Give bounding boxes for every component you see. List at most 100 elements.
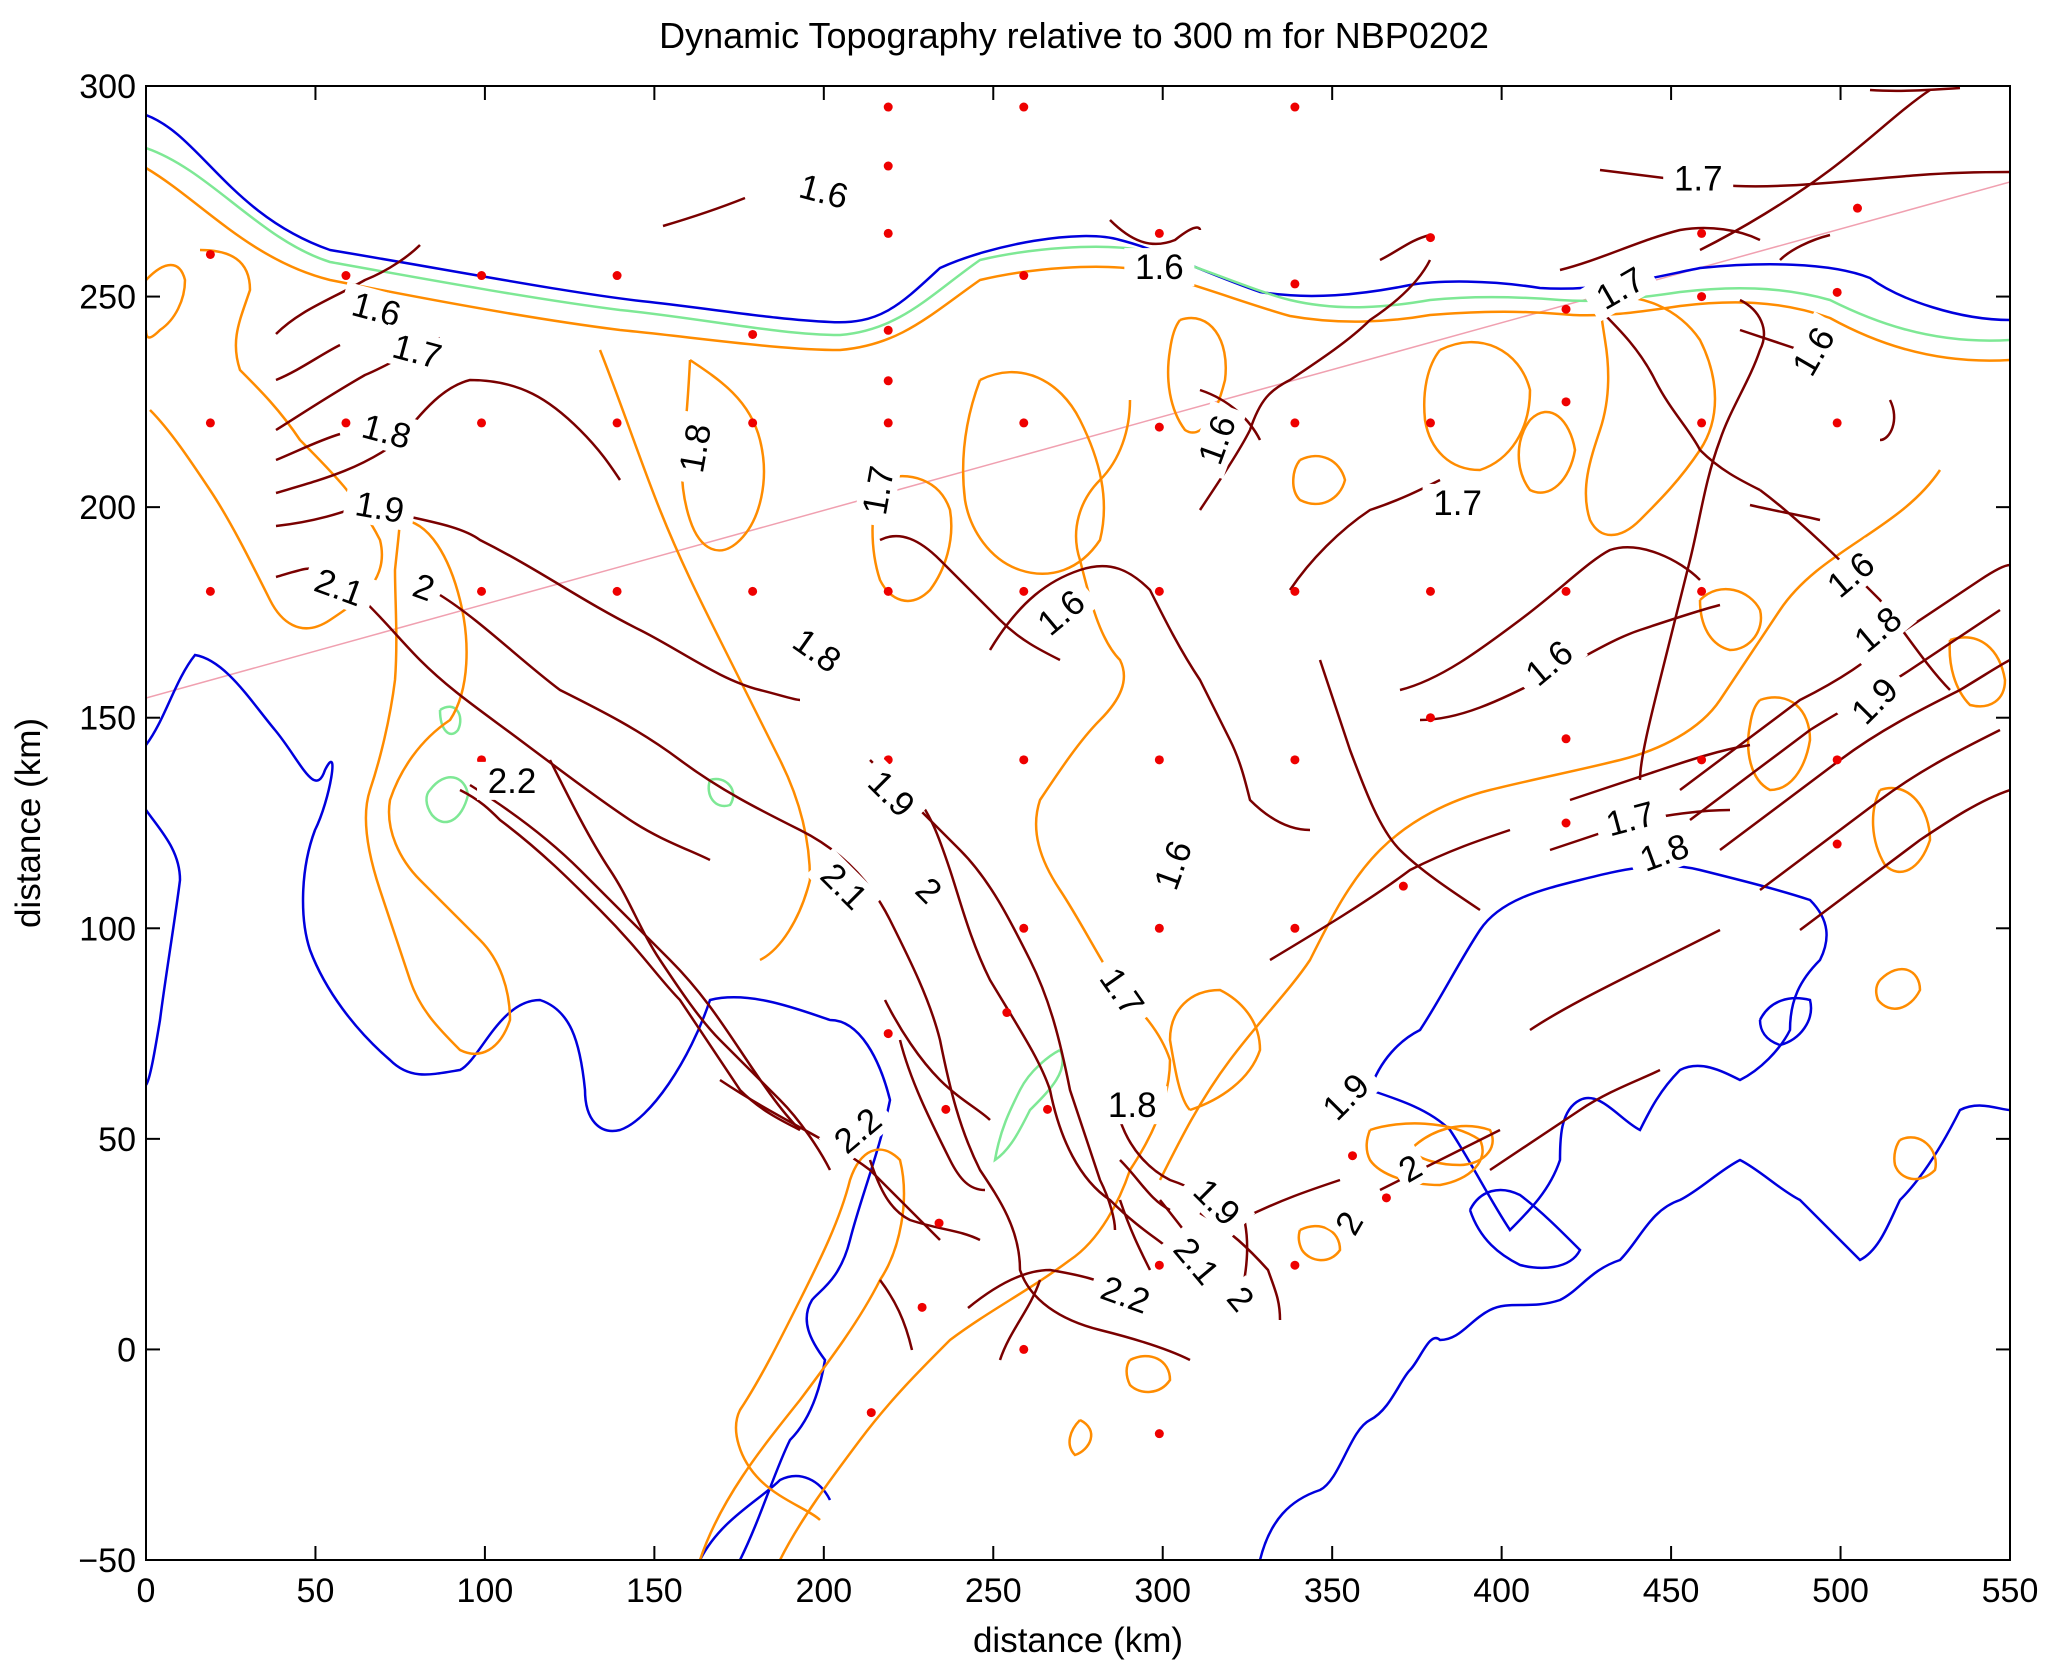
x-tick-label: 500	[1812, 1572, 1869, 1610]
station-marker	[1561, 734, 1571, 744]
contour-label-background	[1624, 822, 1704, 883]
x-tick-label: 50	[297, 1572, 335, 1610]
station-marker	[1019, 586, 1029, 596]
contour-label-background	[1178, 1163, 1256, 1241]
x-tick-label: 450	[1643, 1572, 1700, 1610]
station-marker	[883, 228, 893, 238]
station-marker	[1290, 755, 1300, 765]
station-marker	[883, 325, 893, 335]
contour-label-background	[347, 403, 426, 459]
station-marker	[934, 1218, 944, 1228]
contour-label: 1.9	[342, 482, 418, 532]
y-tick-label: −50	[78, 1542, 136, 1580]
contour-label-background	[1124, 248, 1195, 287]
station-marker	[1425, 418, 1435, 428]
station-marker	[1561, 586, 1571, 596]
contour-label-background	[1663, 159, 1734, 198]
station-marker	[883, 1029, 893, 1039]
x-tick-label: 100	[457, 1572, 514, 1610]
station-marker	[1398, 881, 1408, 891]
x-tick-label: 150	[626, 1572, 683, 1610]
station-marker	[1019, 1344, 1029, 1354]
y-tick-label: 100	[79, 910, 136, 948]
station-marker	[748, 586, 758, 596]
contour-label-background	[785, 163, 863, 219]
station-marker	[1154, 1260, 1164, 1270]
station-marker	[941, 1104, 951, 1114]
contour-label: 1.7	[853, 452, 903, 529]
contour-label-background	[670, 410, 720, 486]
station-marker	[1154, 923, 1164, 933]
station-marker	[1290, 102, 1300, 112]
contour-label: 1.7	[1422, 483, 1493, 523]
contour-label-background	[1510, 625, 1589, 701]
station-marker	[866, 1408, 876, 1418]
contour-label-background	[1307, 1058, 1384, 1135]
contour-label-background	[1591, 791, 1670, 847]
station-marker	[883, 102, 893, 112]
station-marker	[1852, 203, 1862, 213]
contour-label-background	[1387, 1144, 1433, 1193]
y-axis: −50 0 50 100 150 200 250 300	[78, 68, 2010, 1580]
contour-label-background	[1325, 1200, 1374, 1246]
contour-label: 1.7	[1663, 159, 1734, 199]
station-marker	[1425, 233, 1435, 243]
station-marker	[917, 1302, 927, 1312]
contour-label: 2.2	[477, 761, 548, 801]
station-marker	[1425, 586, 1435, 596]
contour-label-text: 1.6	[1135, 248, 1184, 287]
station-marker	[1154, 755, 1164, 765]
contour-label-text: 1.9	[352, 484, 407, 531]
station-marker	[205, 586, 215, 596]
station-marker	[1832, 287, 1842, 297]
station-marker	[883, 161, 893, 171]
contour-label-background	[1811, 537, 1890, 612]
contour-label-background	[1159, 1221, 1234, 1301]
station-marker	[883, 418, 893, 428]
contour-label: 1.6	[1124, 248, 1195, 287]
station-marker	[1290, 1260, 1300, 1270]
contour-label-background	[1022, 575, 1101, 650]
station-marker	[1697, 586, 1707, 596]
contour-label-background	[853, 755, 930, 832]
contour-label-background	[1216, 1275, 1265, 1323]
station-marker	[612, 418, 622, 428]
y-axis-label: distance (km)	[9, 718, 48, 928]
station-marker	[1019, 102, 1029, 112]
station-marker	[1042, 1104, 1052, 1114]
station-marker	[1832, 755, 1842, 765]
y-tick-label: 50	[98, 1121, 136, 1159]
contour-label-text: 1.8	[1108, 1086, 1157, 1125]
contour-label-background	[337, 281, 416, 337]
x-tick-label: 400	[1473, 1572, 1530, 1610]
contour-label-background	[1422, 483, 1493, 522]
contour-label-text: 1.7	[1433, 484, 1482, 523]
station-marker	[748, 329, 758, 339]
contour-label-background	[1187, 400, 1247, 480]
station-marker	[1381, 1193, 1391, 1203]
station-marker	[1697, 755, 1707, 765]
contour-label-background	[342, 482, 418, 532]
station-marker	[1290, 586, 1300, 596]
station-marker	[883, 586, 893, 596]
station-marker	[1154, 422, 1164, 432]
x-tick-label: 550	[1982, 1572, 2039, 1610]
contour-label: 1.6	[1510, 625, 1589, 701]
station-marker	[341, 271, 351, 281]
x-axis: 0 50 100 150 200 250 300 350 400 450 500 550	[137, 86, 2039, 1610]
contour-label-text: 1.7	[1674, 160, 1723, 199]
station-marker	[1561, 397, 1571, 407]
x-tick-label: 300	[1134, 1572, 1191, 1610]
contour-label-background	[1779, 311, 1848, 392]
station-marker	[477, 271, 487, 281]
y-tick-label: 0	[117, 1331, 136, 1369]
contour-label-background	[477, 761, 548, 800]
station-marker	[1154, 228, 1164, 238]
contour-label: 1.8	[670, 410, 720, 486]
contour-label-background	[1086, 951, 1158, 1032]
contour-label-background	[1086, 1264, 1165, 1325]
contour-label-background	[818, 1093, 897, 1168]
plot-frame	[145, 85, 2011, 1561]
